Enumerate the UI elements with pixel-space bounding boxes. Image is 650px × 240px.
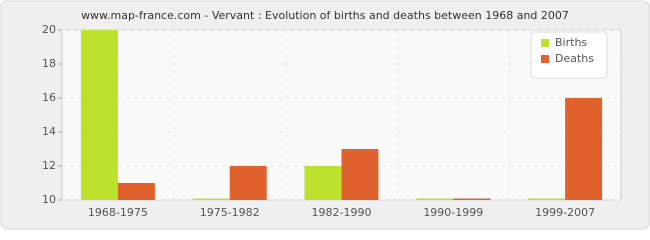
x-tick-label: 1968-1975 [88, 206, 148, 219]
x-tick-label: 1982-1990 [312, 206, 372, 219]
y-tick-label: 12 [42, 159, 56, 172]
bar [565, 98, 603, 200]
legend-swatch [541, 39, 549, 47]
y-tick-label: 18 [42, 57, 56, 70]
x-tick-label: 1975-1982 [200, 206, 260, 219]
y-tick-label: 20 [42, 23, 56, 36]
bar [416, 198, 454, 200]
legend-label: Births [555, 36, 587, 49]
legend-swatch [541, 55, 549, 63]
y-tick-label: 16 [42, 91, 56, 104]
bar [304, 166, 342, 200]
chart: www.map-france.com - Vervant : Evolution… [0, 0, 650, 230]
bar [229, 166, 267, 200]
legend-label: Deaths [555, 52, 594, 65]
x-tick-label: 1990-1999 [423, 206, 483, 219]
bar [117, 183, 155, 200]
bar [192, 198, 230, 200]
bar [341, 149, 379, 200]
y-tick-label: 14 [42, 125, 56, 138]
page: {"chart_data": {"type": "bar", "title": … [0, 0, 650, 230]
chart-title: www.map-france.com - Vervant : Evolution… [81, 9, 569, 22]
bar [80, 30, 118, 200]
legend-box [530, 31, 608, 79]
bar [453, 198, 491, 200]
bar [528, 198, 566, 200]
x-tick-label: 1999-2007 [535, 206, 595, 219]
y-tick-label: 10 [42, 193, 56, 206]
